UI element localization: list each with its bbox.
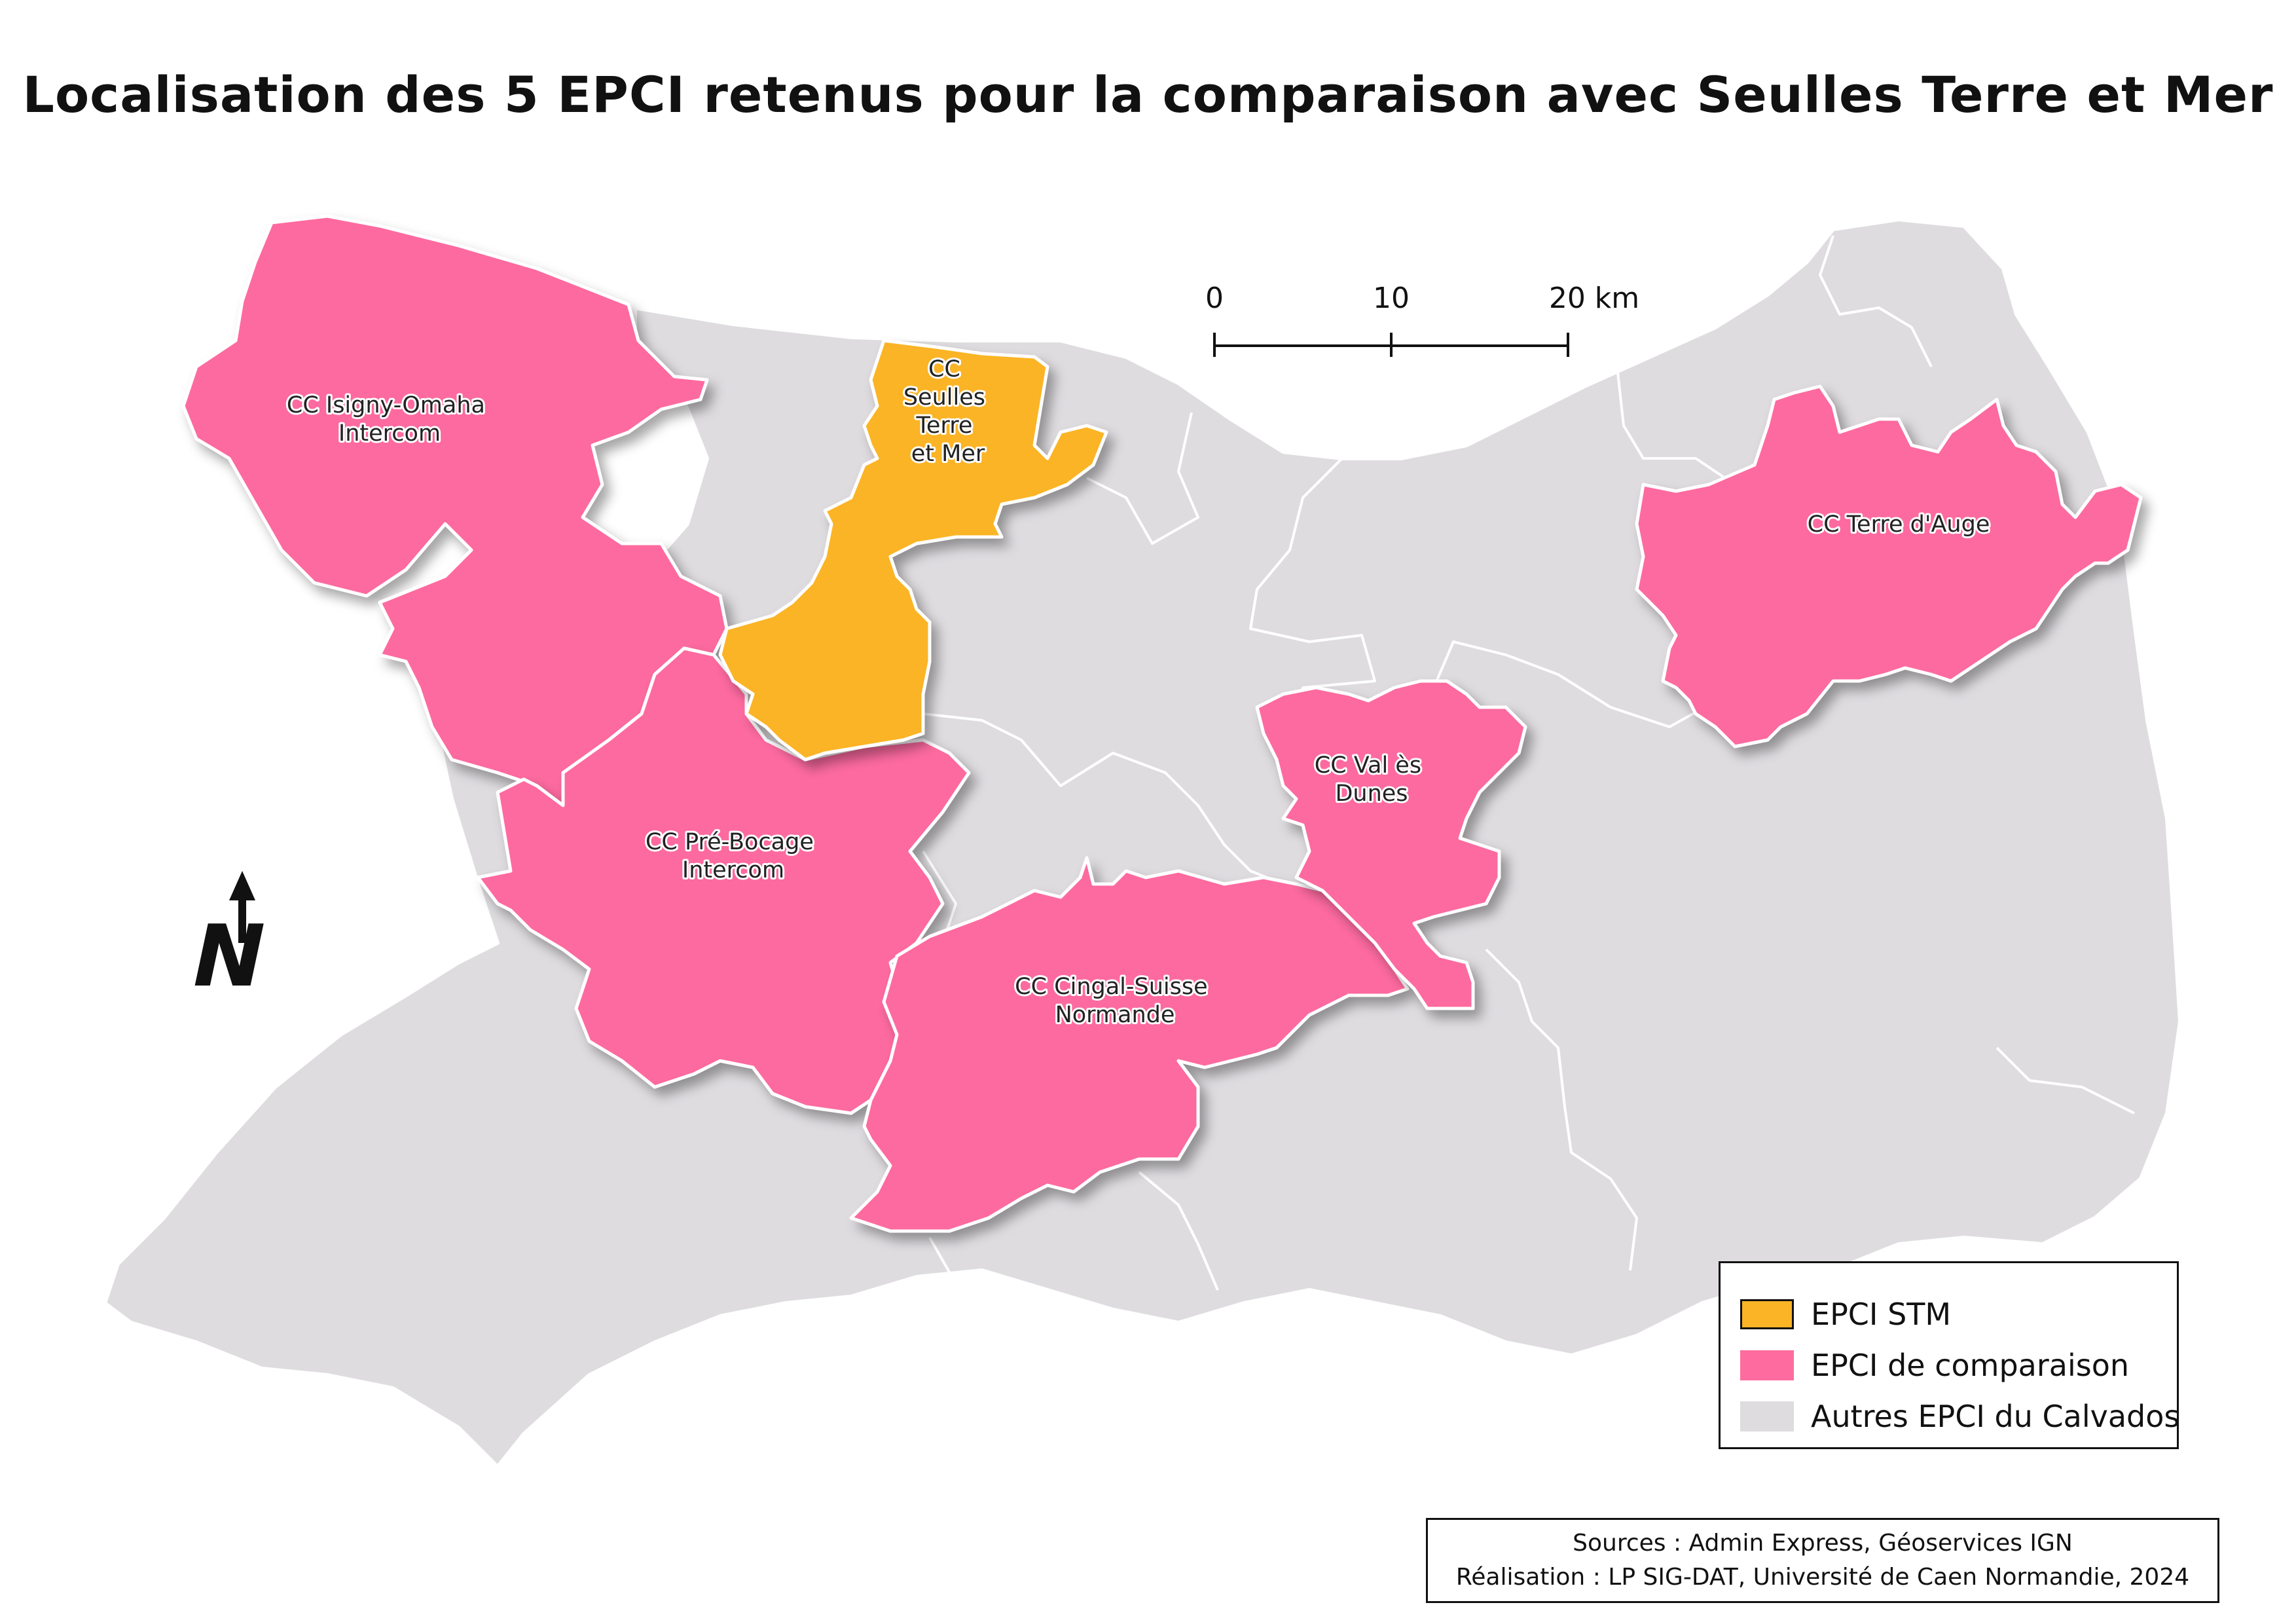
- label-isigny-omaha: CC Isigny-Omaha Intercom: [287, 392, 492, 447]
- legend-label-comparison: EPCI de comparaison: [1811, 1348, 2130, 1383]
- label-pre-bocage: CC Pré-Bocage Intercom: [646, 829, 821, 883]
- region-terre-dauge[interactable]: [1635, 384, 2143, 748]
- region-seulles-terre-et-mer[interactable]: [718, 339, 1108, 762]
- label-terre-dauge: CC Terre d'Auge: [1808, 511, 1990, 538]
- legend-swatch-stm: [1740, 1299, 1794, 1329]
- credits-realisation: Réalisation : LP SIG-DAT, Université de …: [1455, 1564, 2190, 1591]
- label-seulles-terre-et-mer: CC Seulles Terre et Mer: [903, 356, 993, 467]
- label-cingal-suisse-normande: CC Cingal-Suisse Normande: [1015, 974, 1215, 1028]
- scale-tick-0: 0: [1205, 282, 1224, 315]
- region-val-es-dunes[interactable]: [1255, 679, 1527, 1010]
- legend-label-stm: EPCI STM: [1811, 1297, 1952, 1332]
- map-title: Localisation des 5 EPCI retenus pour la …: [22, 65, 2274, 124]
- scale-tick-10: 10: [1373, 282, 1410, 315]
- region-cingal-suisse-normande[interactable]: [849, 856, 1410, 1233]
- legend-item-comparison: EPCI de comparaison: [1740, 1346, 2129, 1385]
- north-letter: N: [183, 907, 275, 1006]
- legend-item-stm: EPCI STM: [1740, 1295, 1951, 1334]
- map-legend: EPCI STM EPCI de comparaison Autres EPCI…: [1719, 1261, 2179, 1449]
- north-arrow-icon: N: [183, 871, 275, 1006]
- legend-swatch-comparison: [1740, 1350, 1794, 1380]
- legend-label-other: Autres EPCI du Calvados: [1811, 1399, 2180, 1434]
- legend-swatch-other: [1740, 1401, 1794, 1431]
- label-val-es-dunes: CC Val ès Dunes: [1315, 752, 1429, 807]
- legend-item-other: Autres EPCI du Calvados: [1740, 1397, 2179, 1436]
- scale-tick-20: 20 km: [1549, 282, 1639, 315]
- credits-box: Sources : Admin Express, Géoservices IGN…: [1426, 1518, 2219, 1603]
- credits-sources: Sources : Admin Express, Géoservices IGN: [1573, 1530, 2073, 1557]
- scale-bar: 0 10 20 km: [1205, 282, 1639, 357]
